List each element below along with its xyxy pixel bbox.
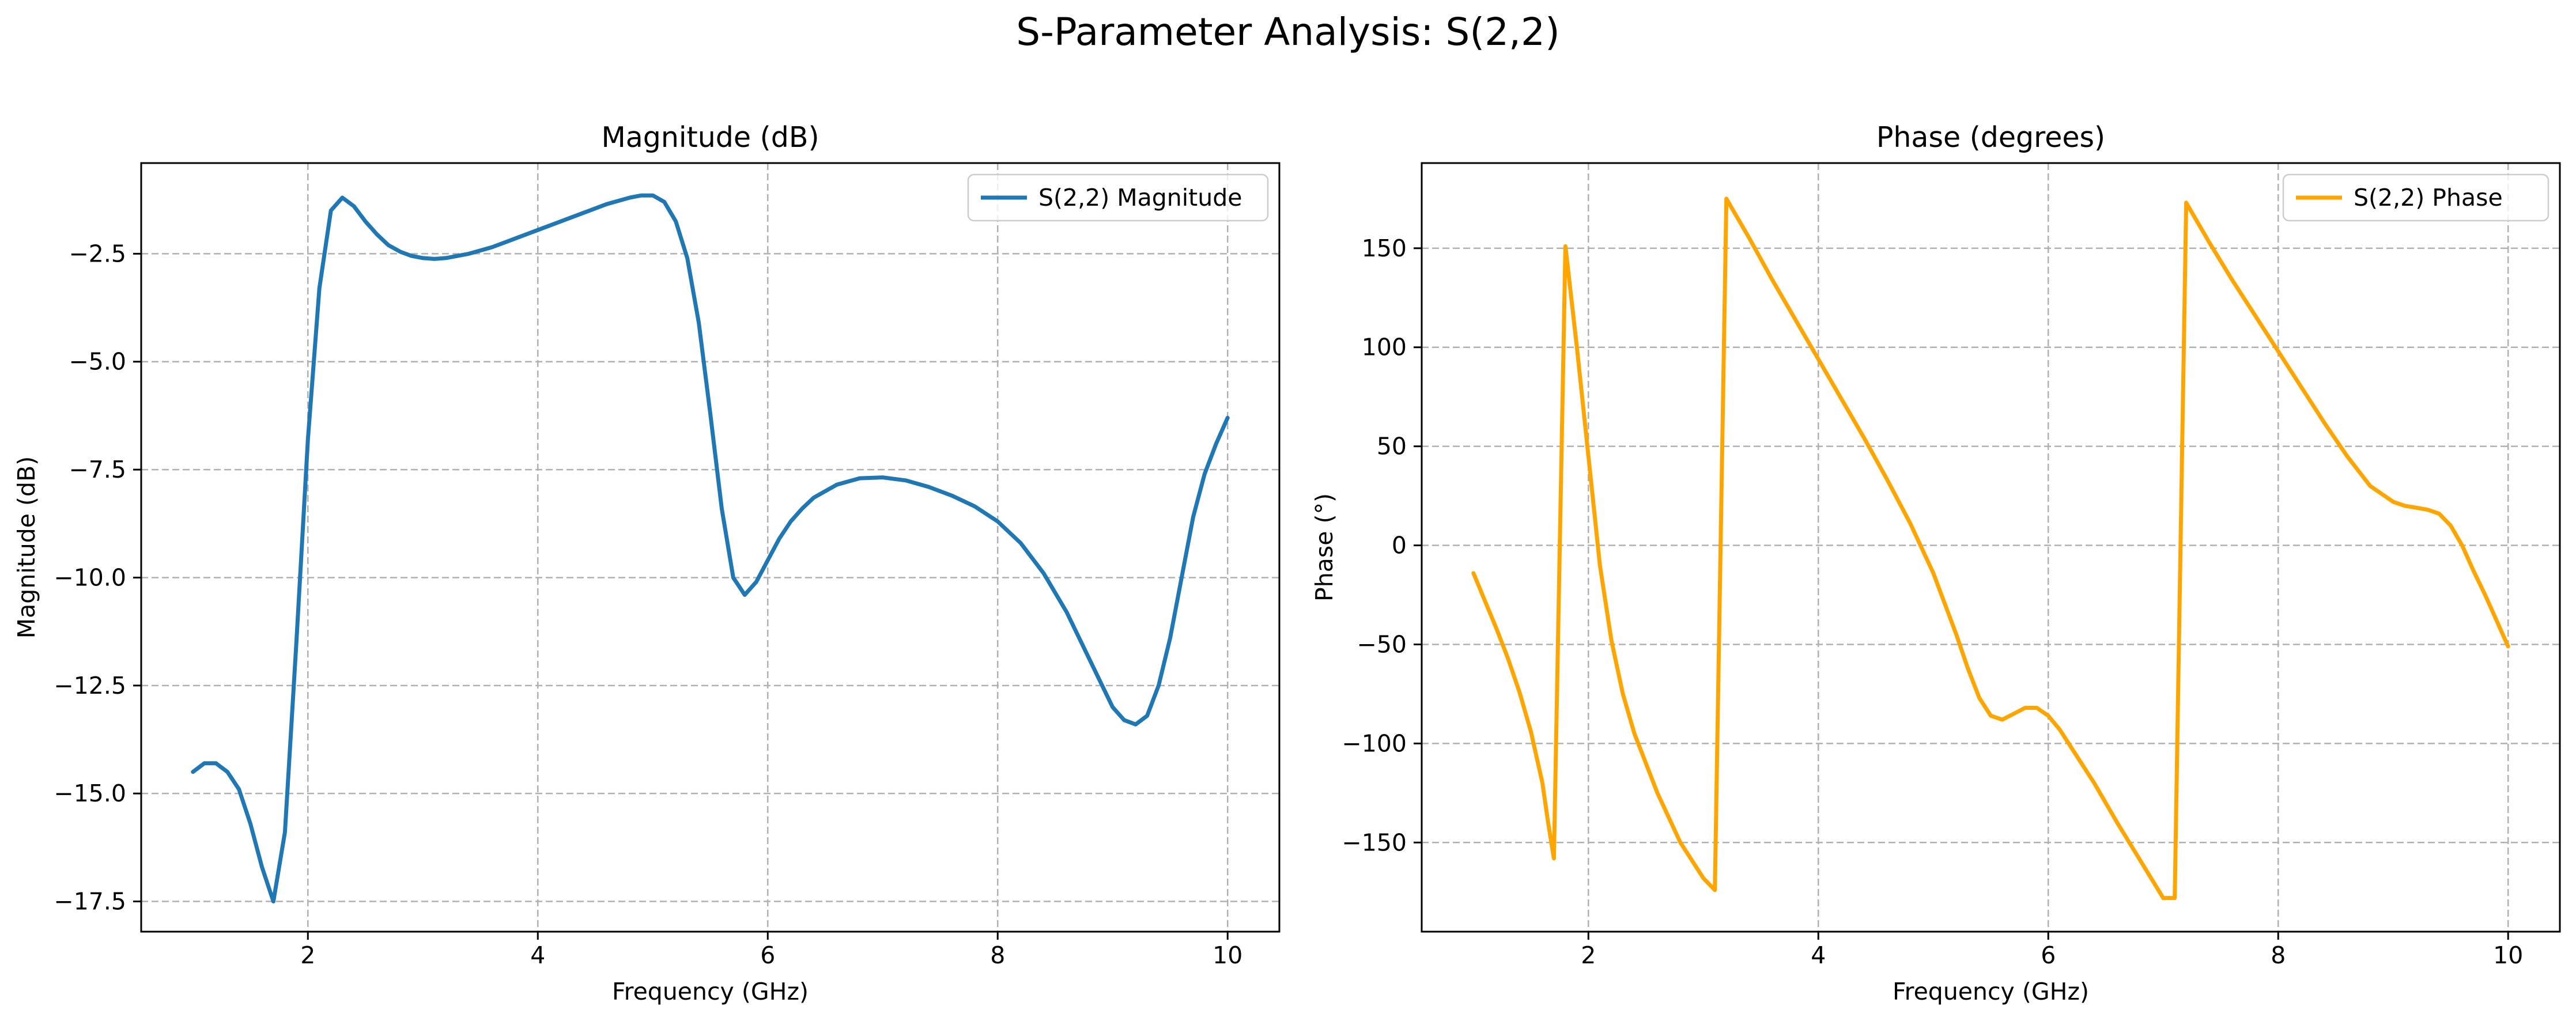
magnitude-ytick-label: −2.5 (69, 240, 126, 267)
phase-ytick-label: 100 (1362, 334, 1407, 361)
phase-ytick-label: −50 (1357, 630, 1407, 658)
figure-suptitle: S-Parameter Analysis: S(2,2) (1016, 10, 1560, 54)
phase-axes-title: Phase (degrees) (1876, 121, 2105, 154)
phase-xtick-label: 4 (1811, 941, 1826, 969)
phase-legend-box (2282, 173, 2549, 222)
magnitude-panel: 2 4 6 8 10 −17.5 −15.0 −12.5 −10.0 −7.5 −5.0 −2.5 Ma… (13, 121, 1281, 1005)
magnitude-legend-label: S(2,2) Magnitude (1038, 184, 1242, 211)
magnitude-ytick-label: −17.5 (54, 888, 126, 916)
phase-yaxis-label: Phase (°) (1310, 493, 1338, 602)
phase-legend-label: S(2,2) Phase (2354, 184, 2503, 211)
phase-xaxis-label: Frequency (GHz) (1893, 978, 2089, 1005)
magnitude-plot-area (141, 163, 1279, 932)
phase-xtick-label: 2 (1581, 941, 1596, 969)
magnitude-ytick-label: −7.5 (69, 456, 126, 483)
phase-ytick-label: 0 (1392, 532, 1407, 559)
phase-xtick-label: 10 (2493, 941, 2523, 969)
phase-panel: 2 4 6 8 10 −150 −100 −50 0 50 100 150 Phase (degrees… (1310, 121, 2561, 1005)
magnitude-xtick-label: 2 (300, 941, 315, 969)
magnitude-yaxis-label: Magnitude (dB) (13, 456, 40, 638)
magnitude-axes-frame (140, 162, 1281, 933)
phase-axes-frame (1421, 162, 2561, 933)
phase-xtick-label: 8 (2271, 941, 2286, 969)
magnitude-ytick-label: −15.0 (54, 780, 126, 807)
phase-xtick-label: 6 (2041, 941, 2056, 969)
magnitude-xtick-label: 4 (530, 941, 545, 969)
magnitude-series-line (191, 193, 1230, 903)
phase-ytick-label: 150 (1362, 234, 1407, 262)
magnitude-xtick-label: 10 (1213, 941, 1242, 969)
magnitude-ytick-label: −5.0 (69, 348, 126, 376)
phase-ytick-label: −150 (1342, 829, 1407, 856)
phase-series-line (1471, 196, 2510, 901)
magnitude-xaxis-label: Frequency (GHz) (612, 978, 809, 1005)
magnitude-xtick-label: 6 (760, 941, 775, 969)
magnitude-ytick-label: −12.5 (54, 672, 126, 699)
magnitude-xtick-label: 8 (990, 941, 1005, 969)
magnitude-axes-title: Magnitude (dB) (601, 121, 819, 154)
magnitude-ytick-label: −10.0 (54, 563, 126, 591)
phase-ytick-label: −100 (1342, 729, 1407, 757)
magnitude-legend-box (967, 173, 1269, 222)
phase-plot-area (1422, 163, 2560, 932)
phase-ytick-label: 50 (1377, 433, 1407, 460)
